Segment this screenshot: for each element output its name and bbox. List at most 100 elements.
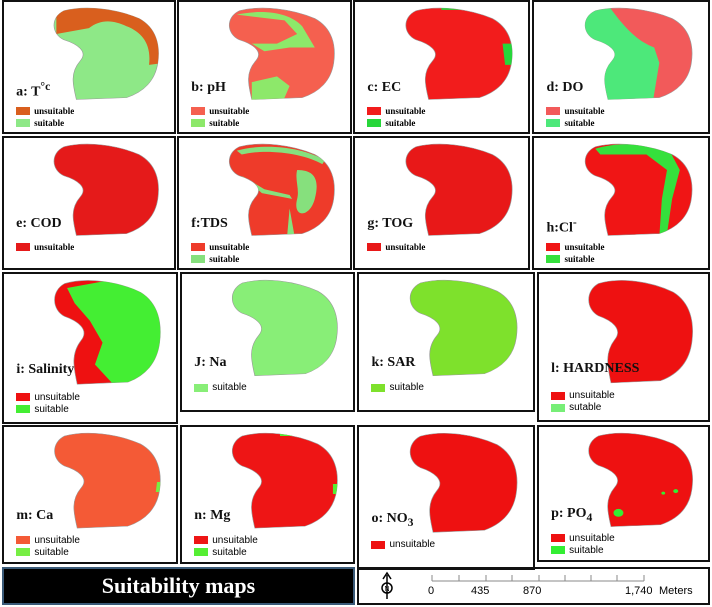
lake-map xyxy=(588,432,693,527)
map-panel-b: b: pH unsuitable suitable xyxy=(177,0,352,134)
legend: unsuitable xyxy=(371,539,435,551)
legend: unsuitable xyxy=(367,241,425,253)
lake-map xyxy=(54,280,161,385)
scale-tick-435: 435 xyxy=(471,585,490,597)
lake-map xyxy=(588,280,693,384)
legend-item: unsuitable xyxy=(16,105,74,117)
legend-item: unsuitable xyxy=(371,539,435,551)
panel-label: e: COD xyxy=(16,215,62,231)
panel-label: d: DO xyxy=(546,79,584,95)
legend-item: unsuitable xyxy=(16,534,80,546)
panel-label: c: EC xyxy=(367,79,402,95)
legend-item: unsuitable xyxy=(191,241,249,253)
lake-map xyxy=(405,143,513,236)
legend-item: suitable xyxy=(546,253,604,265)
legend: unsuitable suitable xyxy=(16,391,80,415)
legend-item: suitable xyxy=(191,117,249,129)
map-panel-n: n: Mg unsuitable suitable xyxy=(180,425,355,564)
map-panel-d: d: DO unsuitable suitable xyxy=(532,0,710,134)
lake-map xyxy=(584,7,693,100)
map-panel-j: J: Na suitable xyxy=(180,272,355,412)
scale-tick-0: 0 xyxy=(428,585,435,597)
legend-item: suitable xyxy=(16,546,80,558)
legend-item: suitable xyxy=(194,382,247,394)
legend-item: unsuitable xyxy=(194,534,258,546)
figure-title: Suitability maps xyxy=(2,567,355,605)
panel-label: J: Na xyxy=(194,355,227,371)
scale-tick-1740: 1,740 xyxy=(625,585,653,597)
legend-item: unsuitable xyxy=(16,241,74,253)
map-panel-a: a: T°c unsuitable suitable xyxy=(2,0,176,134)
legend: unsuitable suitable xyxy=(367,105,425,129)
legend-item: suitable xyxy=(16,403,80,415)
legend-item: suitable xyxy=(546,117,604,129)
svg-text:N: N xyxy=(385,586,390,593)
scale-bar: N 0 435 870 1,740 Meters xyxy=(357,567,710,605)
lake-map xyxy=(231,279,338,377)
legend-item: unsuitable xyxy=(191,105,249,117)
legend-item: unsuitable xyxy=(551,532,615,544)
scale-unit: Meters xyxy=(659,585,693,597)
map-panel-g: g: TOG unsuitable xyxy=(353,136,530,270)
legend-item: suitable xyxy=(194,546,258,558)
legend: suitable xyxy=(371,382,424,394)
legend: unsuitable suitable xyxy=(546,241,604,265)
legend: unsuitable suitable xyxy=(16,534,80,558)
legend-item: unsuitable xyxy=(367,105,425,117)
lake-map xyxy=(228,143,335,236)
legend: suitable xyxy=(194,382,247,394)
map-panel-e: e: COD unsuitable xyxy=(2,136,176,270)
map-panel-l: l: HARDNESS unsuitable sutable xyxy=(537,272,710,422)
lake-map xyxy=(53,143,159,236)
lake-map xyxy=(409,279,518,377)
legend: unsuitable suitable xyxy=(191,105,249,129)
legend-item: unsuitable xyxy=(546,241,604,253)
legend-item: suitable xyxy=(191,253,249,265)
map-panel-h: h:Cl- unsuitable suitable xyxy=(532,136,710,270)
legend-item: unsuitable xyxy=(551,390,615,402)
panel-label: m: Ca xyxy=(16,507,54,523)
legend: unsuitable suitable xyxy=(551,532,615,556)
lake-map xyxy=(231,432,338,529)
legend-item: suitable xyxy=(367,117,425,129)
north-arrow-icon: N xyxy=(381,571,393,599)
legend: unsuitable suitable xyxy=(194,534,258,558)
legend-item: unsuitable xyxy=(367,241,425,253)
lake-map xyxy=(54,432,161,529)
panel-label: n: Mg xyxy=(194,507,231,523)
panel-label: a: T°c xyxy=(16,79,51,100)
legend: unsuitable sutable xyxy=(551,390,615,414)
panel-label: g: TOG xyxy=(367,215,414,231)
lake-map xyxy=(584,143,693,236)
scale-tick-870: 870 xyxy=(523,585,542,597)
legend: unsuitable suitable xyxy=(191,241,249,265)
legend-item: unsuitable xyxy=(16,391,80,403)
map-panel-p: p: PO4 unsuitable suitable xyxy=(537,425,710,562)
legend-item: suitable xyxy=(16,117,74,129)
legend-item: sutable xyxy=(551,402,615,414)
legend-item: suitable xyxy=(371,382,424,394)
map-panel-f: f:TDS unsuitable suitable xyxy=(177,136,352,270)
lake-map xyxy=(53,7,159,100)
map-panel-k: k: SAR suitable xyxy=(357,272,535,412)
lake-map xyxy=(228,7,335,100)
map-panel-m: m: Ca unsuitable suitable xyxy=(2,425,178,564)
panel-label: l: HARDNESS xyxy=(551,361,640,376)
panel-label: b: pH xyxy=(191,79,226,95)
panel-label: f:TDS xyxy=(191,215,228,231)
legend: unsuitable suitable xyxy=(546,105,604,129)
map-panel-o: o: NO3 unsuitable xyxy=(357,425,535,570)
map-panel-c: c: EC unsuitable suitable xyxy=(353,0,530,134)
panel-label: p: PO4 xyxy=(551,506,593,525)
legend: unsuitable xyxy=(16,241,74,253)
panel-label: h:Cl- xyxy=(546,215,577,236)
legend-item: unsuitable xyxy=(546,105,604,117)
lake-map xyxy=(405,7,513,100)
map-panel-i: i: Salinity unsuitable suitable xyxy=(2,272,178,424)
panel-label: i: Salinity xyxy=(16,362,75,378)
lake-map xyxy=(409,433,518,533)
panel-label: k: SAR xyxy=(371,355,416,371)
legend: unsuitable suitable xyxy=(16,105,74,129)
panel-label: o: NO3 xyxy=(371,511,414,529)
legend-item: suitable xyxy=(551,544,615,556)
